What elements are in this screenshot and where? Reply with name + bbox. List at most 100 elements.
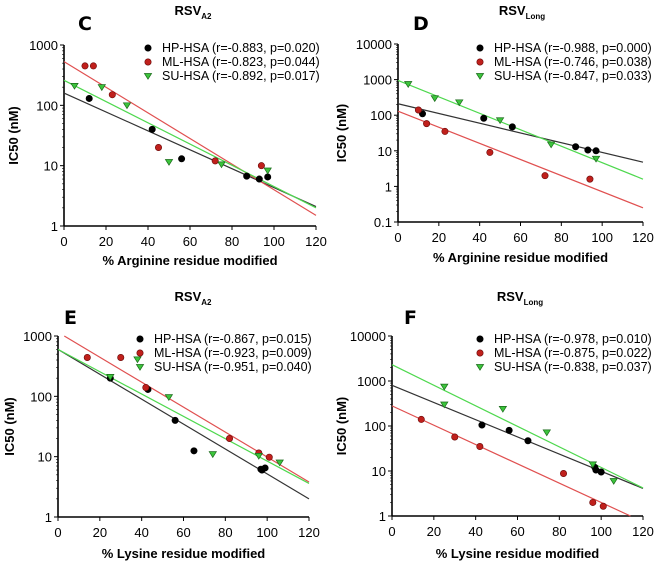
data-point-ml-hsa xyxy=(486,148,494,156)
x-tick-label: 40 xyxy=(468,524,482,539)
x-tick-label: 100 xyxy=(590,524,612,539)
legend-label: HP-HSA (r=-0.883, p=0.020) xyxy=(162,41,320,55)
data-point-ml-hsa xyxy=(226,435,234,443)
y-tick-label: 1000 xyxy=(357,374,386,389)
legend: HP-HSA (r=-0.883, p=0.020)ML-HSA (r=-0.8… xyxy=(143,41,320,83)
y-tick-label: 100 xyxy=(370,108,392,123)
legend-marker-su-hsa xyxy=(475,73,485,80)
legend: HP-HSA (r=-0.867, p=0.015)ML-HSA (r=-0.9… xyxy=(135,332,312,374)
data-point-hp-hsa xyxy=(261,464,269,472)
y-tick-label: 1000 xyxy=(29,38,58,53)
data-point-hp-hsa xyxy=(524,437,532,445)
data-point-su-hsa xyxy=(275,459,284,467)
panel-title-subscript: A2 xyxy=(201,298,212,307)
y-tick-label: 1 xyxy=(379,509,386,524)
data-point-su-hsa xyxy=(609,478,618,485)
legend-label: SU-HSA (r=-0.892, p=0.017) xyxy=(162,69,320,83)
data-point-su-hsa xyxy=(106,374,115,381)
panel-c: RSVA2 C 1 10 100 1000 0 20 40 60 80 100 120 % Arginin… xyxy=(6,3,327,268)
data-point-su-hsa xyxy=(591,155,601,163)
x-tick-label: 80 xyxy=(218,525,232,540)
x-tick-label: 80 xyxy=(225,234,239,249)
data-point-ml-hsa xyxy=(83,354,91,362)
y-tick-label: 10000 xyxy=(350,329,386,344)
x-axis-title: % Arginine residue modified xyxy=(433,250,608,265)
data-point-su-hsa xyxy=(133,356,142,364)
x-tick-label: 120 xyxy=(298,525,320,540)
y-tick-label: 10 xyxy=(372,464,386,479)
y-tick-label: 10 xyxy=(38,450,52,465)
x-tick-label: 120 xyxy=(632,230,654,245)
data-point-ml-hsa xyxy=(257,162,265,170)
data-point-hp-hsa xyxy=(148,125,156,133)
x-axis-title: % Lysine residue modified xyxy=(102,546,266,561)
data-point-ml-hsa xyxy=(451,433,459,441)
x-tick-label: 40 xyxy=(134,525,148,540)
y-tick-label: 100 xyxy=(36,98,58,113)
legend-label: ML-HSA (r=-0.823, p=0.044) xyxy=(162,55,320,69)
legend-label: ML-HSA (r=-0.746, p=0.038) xyxy=(494,55,652,69)
panel-title-main: RSV xyxy=(175,3,202,18)
x-tick-label: 40 xyxy=(141,234,155,249)
x-tick-label: 60 xyxy=(510,524,524,539)
legend-marker-hp-hsa xyxy=(476,44,484,52)
panel-f: RSVLong F 1 10 100 1000 10000 0 20 40 60 80 100 120 % … xyxy=(334,289,654,561)
data-point-ml-hsa xyxy=(142,384,150,392)
x-tick-label: 20 xyxy=(427,524,441,539)
data-point-ml-hsa xyxy=(89,62,97,70)
data-point-hp-hsa xyxy=(572,143,580,151)
fit-line-hp-hsa xyxy=(57,348,310,500)
fit-line-hp-hsa xyxy=(63,92,317,208)
data-point-su-hsa xyxy=(588,461,598,469)
data-point-su-hsa xyxy=(254,453,264,460)
data-point-su-hsa xyxy=(70,83,79,90)
fit-line-su-hsa xyxy=(391,364,644,489)
data-point-su-hsa xyxy=(430,95,439,103)
fit-line-ml-hsa xyxy=(63,61,317,216)
y-axis-title: IC50 (nM) xyxy=(334,104,349,163)
data-point-hp-hsa xyxy=(584,146,592,154)
x-tick-label: 40 xyxy=(472,230,486,245)
panel-title-subscript: Long xyxy=(526,12,546,21)
data-point-ml-hsa xyxy=(417,415,425,423)
y-tick-label: 1000 xyxy=(363,73,392,88)
fit-line-su-hsa xyxy=(63,79,317,209)
y-tick-label: 1 xyxy=(51,219,58,234)
x-axis-title: % Lysine residue modified xyxy=(436,546,600,561)
y-tick-label: 1 xyxy=(45,510,52,525)
data-point-ml-hsa xyxy=(560,469,568,477)
legend-label: HP-HSA (r=-0.867, p=0.015) xyxy=(154,332,312,346)
x-tick-label: 20 xyxy=(99,234,113,249)
x-tick-label: 0 xyxy=(388,524,395,539)
x-tick-label: 120 xyxy=(632,524,654,539)
data-point-su-hsa xyxy=(164,394,174,402)
data-point-ml-hsa xyxy=(589,498,597,506)
legend-marker-ml-hsa xyxy=(476,58,484,66)
panel-letter: D xyxy=(413,13,429,35)
legend-marker-ml-hsa xyxy=(476,349,484,357)
x-tick-label: 100 xyxy=(256,525,278,540)
data-point-hp-hsa xyxy=(243,172,251,180)
legend-marker-ml-hsa xyxy=(136,349,144,357)
data-point-hp-hsa xyxy=(597,468,605,476)
data-point-su-hsa xyxy=(546,141,556,149)
panel-title: RSVLong xyxy=(499,3,545,21)
fit-line-ml-hsa xyxy=(391,405,631,517)
data-point-ml-hsa xyxy=(81,62,89,70)
legend-label: HP-HSA (r=-0.978, p=0.010) xyxy=(494,332,652,346)
legend: HP-HSA (r=-0.978, p=0.010)ML-HSA (r=-0.8… xyxy=(475,332,652,374)
panel-title-main: RSV xyxy=(499,3,526,18)
x-tick-label: 80 xyxy=(554,230,568,245)
legend-label: HP-HSA (r=-0.988, p=0.000) xyxy=(494,41,652,55)
y-tick-label: 10000 xyxy=(356,37,392,52)
data-point-su-hsa xyxy=(498,406,508,413)
legend: HP-HSA (r=-0.988, p=0.000)ML-HSA (r=-0.7… xyxy=(475,41,652,83)
data-point-ml-hsa xyxy=(211,157,219,165)
y-tick-label: 1000 xyxy=(23,329,52,344)
y-tick-label: 1 xyxy=(385,179,392,194)
panel-letter: F xyxy=(404,307,417,329)
x-tick-label: 100 xyxy=(263,234,285,249)
data-point-ml-hsa xyxy=(423,120,431,128)
legend-label: ML-HSA (r=-0.875, p=0.022) xyxy=(494,346,652,360)
